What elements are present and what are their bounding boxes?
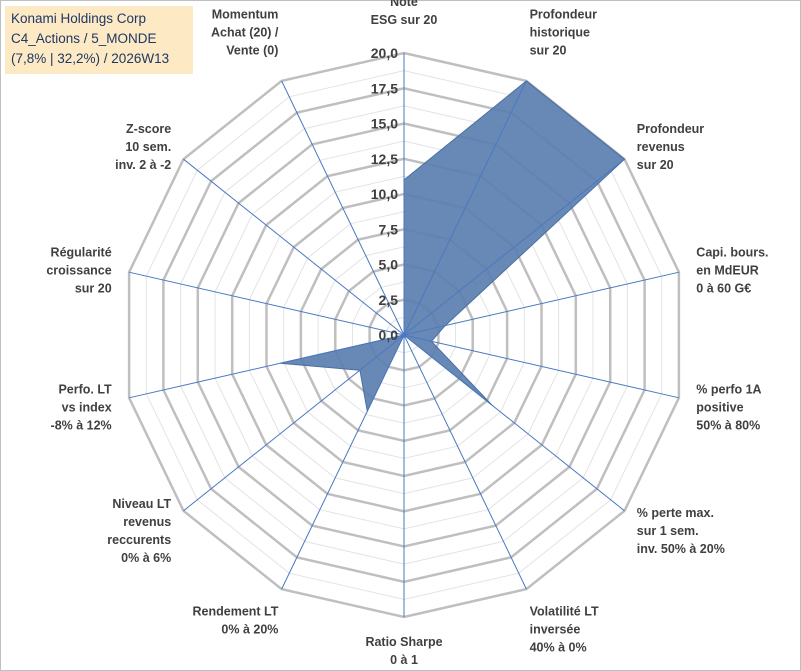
axis-label: Momentum Achat (20) / Vente (0) (211, 8, 279, 58)
axis-spoke (281, 334, 405, 590)
axis-label-line: vs index (62, 401, 112, 415)
radial-spokes (128, 53, 680, 617)
axis-spoke (183, 158, 405, 336)
axis-label: Régularité croissance sur 20 (46, 246, 111, 296)
axis-label-line: 0 à 60 G€ (696, 282, 751, 296)
axis-label-line: Ratio Sharpe (365, 635, 442, 649)
axis-labels: Note ESG sur 20 Profondeur historique sur 20… (46, 0, 768, 667)
axis-label: Profondeur historique sur 20 (530, 8, 597, 58)
axis-label: Note ESG sur 20 (371, 0, 438, 27)
axis-label-line: croissance (46, 264, 111, 278)
axis-label-line: Capi. bours. (696, 246, 768, 260)
title-line-1: Konami Holdings Corp (11, 11, 147, 26)
axis-label-line: Perfo. LT (58, 383, 112, 397)
axis-spoke (128, 271, 405, 336)
axis-label: Capi. bours. en MdEUR 0 à 60 G€ (696, 246, 768, 296)
radial-tick-labels: 0,0 2,5 5,0 7,5 10,0 12,5 15,0 17,5 20,0 (371, 45, 398, 343)
axis-label: % perfo 1A positive 50% à 80% (696, 383, 761, 433)
tick-label: 15,0 (371, 116, 398, 132)
tick-label: 10,0 (371, 186, 398, 202)
axis-label-line: Rendement LT (193, 605, 279, 619)
axis-spoke (403, 334, 625, 512)
axis-label-line: 0% à 6% (121, 551, 171, 565)
chart-title-box: Konami Holdings Corp C4_Actions / 5_MOND… (5, 6, 193, 74)
axis-label-line: Z-score (126, 122, 171, 136)
axis-label: Rendement LT 0% à 20% (193, 605, 279, 637)
axis-label-line: Achat (20) / (211, 26, 279, 40)
axis-label-line: Niveau LT (112, 497, 171, 511)
axis-label-line: Vente (0) (226, 44, 278, 58)
axis-spoke (403, 80, 527, 336)
axis-label-line: inv. 2 à -2 (115, 158, 171, 172)
axis-label-line: sur 1 sem. (637, 524, 699, 538)
axis-label-line: Note (390, 0, 418, 9)
series-layer (280, 80, 626, 413)
axis-label-line: Profondeur (530, 8, 597, 22)
axis-label-line: positive (696, 401, 743, 415)
axis-label-line: 50% à 80% (696, 419, 760, 433)
tick-label: 2,5 (379, 292, 399, 308)
axis-label: Niveau LT revenus reccurents 0% à 6% (107, 497, 171, 565)
axis-label-line: % perfo 1A (696, 383, 761, 397)
axis-spoke (403, 334, 680, 399)
title-line-2: C4_Actions / 5_MONDE (11, 31, 157, 46)
axis-label-line: sur 20 (637, 158, 674, 172)
axis-label-line: % perte max. (637, 506, 714, 520)
tick-label: 5,0 (379, 257, 399, 273)
series-area (280, 80, 626, 413)
axis-spoke (183, 334, 405, 512)
tick-label: 17,5 (371, 80, 398, 96)
axis-label: Volatilité LT inversée 40% à 0% (530, 605, 599, 655)
axis-label-line: en MdEUR (696, 264, 759, 278)
axis-label-line: inv. 50% à 20% (637, 542, 725, 556)
tick-label: 12,5 (371, 151, 398, 167)
axis-label-line: historique (530, 26, 590, 40)
axis-spoke (403, 334, 527, 590)
axis-label-line: 0% à 20% (221, 623, 278, 637)
axis-label-line: Volatilité LT (530, 605, 599, 619)
axis-label-line: Momentum (212, 8, 279, 22)
axis-label: Perfo. LT vs index -8% à 12% (51, 383, 113, 433)
axis-spoke (403, 271, 680, 336)
title-line-3: (7,8% | 32,2%) / 2026W13 (11, 51, 170, 66)
axis-label-line: revenus (123, 515, 171, 529)
axis-label-line: 40% à 0% (530, 641, 587, 655)
axis-label-line: -8% à 12% (51, 419, 112, 433)
axis-label: Profondeur revenus sur 20 (637, 122, 704, 172)
axis-label-line: ESG sur 20 (371, 13, 438, 27)
axis-label-line: reccurents (107, 533, 171, 547)
axis-label: Ratio Sharpe 0 à 1 (365, 635, 442, 667)
axis-spoke (403, 158, 625, 336)
tick-label: 7,5 (379, 221, 399, 237)
axis-spoke (281, 80, 405, 336)
axis-label-line: 0 à 1 (390, 653, 418, 667)
tick-label: 0,0 (379, 327, 399, 343)
axis-label-line: Profondeur (637, 122, 704, 136)
axis-label: % perte max. sur 1 sem. inv. 50% à 20% (637, 506, 725, 556)
axis-spoke (128, 334, 405, 399)
axis-label-line: sur 20 (75, 282, 112, 296)
tick-label: 20,0 (371, 45, 398, 61)
axis-label-line: 10 sem. (125, 140, 171, 154)
axis-label-line: inversée (530, 623, 581, 637)
axis-label: Z-score 10 sem. inv. 2 à -2 (115, 122, 171, 172)
axis-label-line: Régularité (51, 246, 112, 260)
axis-label-line: revenus (637, 140, 685, 154)
axis-label-line: sur 20 (530, 44, 567, 58)
